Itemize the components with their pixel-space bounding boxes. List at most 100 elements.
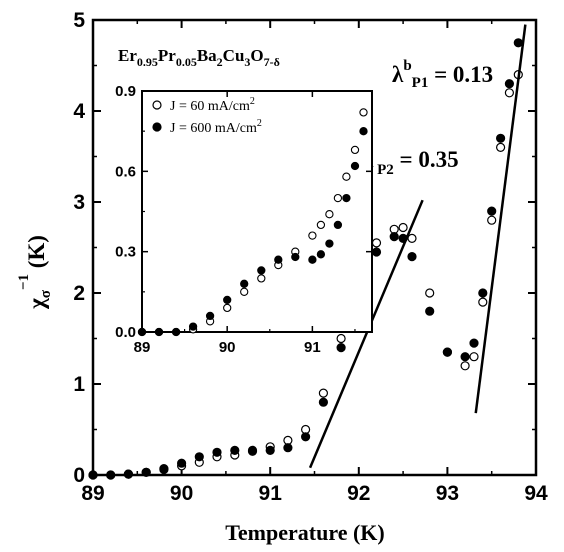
inset-y-tick-label: 0.3	[115, 244, 136, 261]
inset-data-point-600	[325, 239, 334, 248]
data-point-600	[504, 79, 514, 89]
y-tick-label: 3	[73, 191, 85, 214]
inset-data-point-60	[257, 274, 266, 283]
data-point-600	[407, 252, 417, 262]
data-point-600	[301, 432, 311, 442]
fit-line	[474, 24, 527, 414]
inset-y-tick-label: 0.9	[115, 83, 136, 100]
y-tick-label: 2	[73, 282, 85, 305]
inset-x-tick-label: 89	[134, 339, 151, 356]
inset-data-point-600	[308, 255, 317, 264]
data-point-60	[407, 233, 417, 243]
data-point-60	[398, 222, 408, 233]
y-tick-label: 1	[73, 373, 85, 396]
x-tick-label: 90	[170, 482, 193, 505]
data-point-60	[336, 333, 346, 344]
data-point-600	[88, 470, 98, 480]
annotation-lambda-p2: λ P2 = 0.35	[362, 147, 459, 178]
data-point-600	[442, 347, 452, 357]
inset-x-tick-label: 91	[304, 339, 321, 356]
data-point-600	[106, 470, 116, 480]
inset-data-point-60	[308, 231, 317, 240]
inset-data-point-60	[223, 303, 232, 313]
legend-marker-filled	[152, 122, 162, 132]
legend-label-600: J = 600 mA/cm2	[170, 118, 262, 136]
inset-data-point-600	[333, 220, 343, 230]
data-point-600	[247, 445, 258, 455]
y-axis-label: χσ−1 (K)	[16, 235, 54, 310]
inset-y-tick-label: 0.0	[115, 324, 136, 341]
inset-data-point-600	[223, 295, 232, 305]
inset-data-point-60	[359, 108, 368, 117]
data-point-600	[336, 343, 346, 353]
data-point-600	[318, 397, 328, 407]
data-point-60	[318, 388, 328, 398]
compound-label: Er0.95Pr0.05Ba2Cu3O7-δ	[118, 46, 280, 69]
inset-data-point-600	[137, 327, 147, 337]
inset-x-tick-label: 90	[219, 339, 236, 356]
y-axis-label-text: χσ−1 (K)	[16, 235, 54, 310]
data-point-600	[159, 464, 169, 474]
inset-data-point-600	[205, 311, 215, 321]
legend-marker-open	[152, 100, 162, 110]
inset-data	[137, 108, 368, 337]
data-point-600	[496, 133, 506, 143]
data-point-600	[194, 452, 204, 462]
main-data	[88, 38, 523, 480]
data-point-600	[425, 306, 435, 316]
inset-data-point-600	[350, 161, 360, 171]
data-point-600	[478, 288, 488, 298]
legend-label-60: J = 60 mA/cm2	[170, 96, 255, 114]
fit-line	[308, 199, 424, 469]
x-axis-label: Temperature (K)	[225, 520, 384, 545]
x-tick-label: 92	[347, 482, 370, 505]
y-tick-label: 4	[73, 100, 85, 123]
data-point-600	[123, 469, 133, 479]
data-point-600	[212, 447, 222, 457]
inset-data-point-60	[316, 220, 326, 230]
y-tick-label: 0	[73, 464, 85, 487]
inset-data-point-60	[240, 287, 249, 296]
main-axis-ticks: 89 90 91 92 93 94 0 1 2 3 4 5	[73, 9, 548, 505]
inset-data-point-60	[342, 172, 351, 181]
inset-data-point-600	[154, 327, 164, 337]
inset-data-point-60	[325, 210, 334, 219]
data-point-60	[478, 297, 488, 307]
inset-legend: J = 60 mA/cm2 J = 600 mA/cm2	[152, 96, 262, 136]
data-point-60	[371, 238, 382, 248]
inset-data-point-600	[291, 252, 300, 262]
data-point-60	[487, 215, 497, 225]
data-point-600	[230, 445, 240, 455]
x-tick-label: 89	[81, 482, 104, 505]
data-point-600	[283, 443, 293, 453]
data-point-600	[371, 247, 382, 257]
data-point-600	[460, 352, 470, 362]
inset-data-point-600	[274, 255, 283, 264]
inset-axis-ticks: 89 90 91 0.0 0.3 0.6 0.9	[115, 83, 372, 356]
data-point-600	[513, 38, 523, 48]
data-point-60	[460, 361, 470, 371]
inset-frame	[141, 90, 373, 333]
x-tick-label: 91	[259, 482, 283, 505]
inset-data-point-600	[316, 250, 326, 259]
inset-data-point-600	[359, 127, 368, 136]
inset-data-point-60	[333, 193, 343, 203]
data-point-600	[487, 206, 497, 216]
inset-data-point-600	[240, 279, 249, 288]
x-tick-label: 93	[436, 482, 459, 505]
data-point-60	[496, 142, 506, 152]
inset-data-point-600	[188, 322, 198, 331]
annotation-lambda-p1: λbP1 = 0.13	[392, 58, 493, 91]
data-point-600	[265, 445, 275, 455]
inset-data-point-600	[342, 193, 351, 203]
inset-data-point-600	[257, 266, 266, 275]
y-tick-label: 5	[73, 9, 85, 32]
data-point-60	[469, 352, 479, 362]
data-point-60	[504, 88, 514, 98]
data-point-600	[389, 232, 399, 242]
data-point-60	[425, 288, 435, 298]
fit-lines	[308, 24, 527, 469]
data-point-600	[469, 338, 479, 348]
x-tick-label: 94	[524, 482, 548, 505]
